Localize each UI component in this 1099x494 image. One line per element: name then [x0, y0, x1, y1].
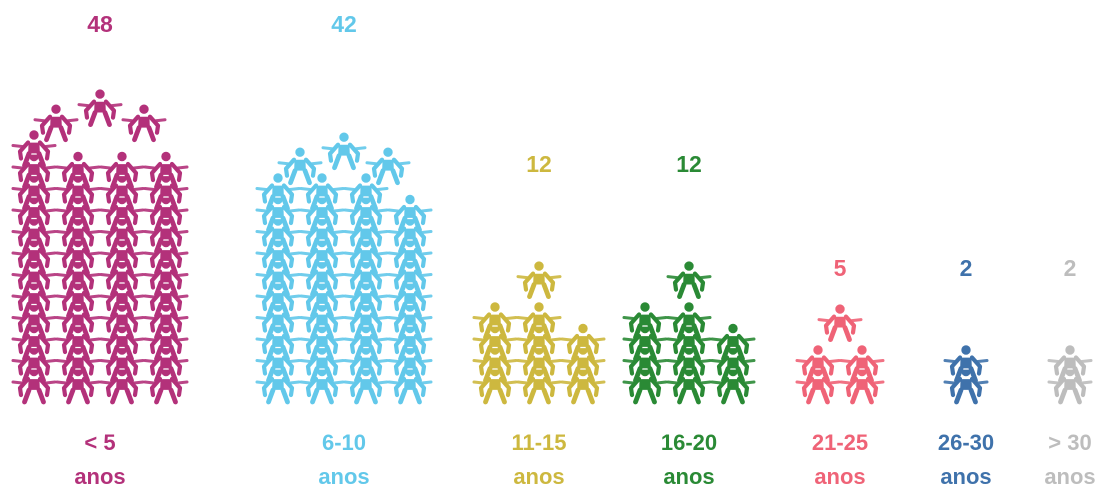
- figure-mark: [819, 304, 861, 340]
- category-range-label: 6-10: [322, 430, 366, 455]
- tower-group-2: 12 11-15 anos: [474, 151, 604, 489]
- category-unit-label: anos: [814, 464, 865, 489]
- category-range-label: 21-25: [812, 430, 868, 455]
- value-label: 12: [676, 151, 702, 177]
- figure-mark: [668, 261, 710, 297]
- value-label: 48: [87, 11, 113, 37]
- figure-mark: [35, 104, 77, 140]
- category-unit-label: anos: [940, 464, 991, 489]
- figure-mark: [79, 89, 121, 125]
- tower-group-3: 12 16-20 anos: [624, 151, 754, 489]
- value-label: 5: [834, 255, 847, 281]
- category-unit-label: anos: [513, 464, 564, 489]
- figure-mark: [123, 104, 165, 140]
- figure-mark: [518, 261, 560, 297]
- value-label: 2: [960, 255, 973, 281]
- category-unit-label: anos: [74, 464, 125, 489]
- category-range-label: 16-20: [661, 430, 717, 455]
- category-range-label: 26-30: [938, 430, 994, 455]
- tower-group-0: 48 < 5 anos: [13, 11, 187, 489]
- figure-mark: [367, 147, 409, 183]
- tower-group-6: 2 > 30 anos: [1044, 255, 1095, 489]
- figure-mark: [279, 147, 321, 183]
- category-range-label: > 30: [1048, 430, 1091, 455]
- category-range-label: < 5: [84, 430, 115, 455]
- figure-mark: [323, 132, 365, 168]
- value-label: 12: [526, 151, 552, 177]
- category-range-label: 11-15: [511, 430, 566, 455]
- value-label: 2: [1064, 255, 1077, 281]
- tower-group-4: 5 21-25 anos: [797, 255, 883, 489]
- category-unit-label: anos: [318, 464, 369, 489]
- category-unit-label: anos: [1044, 464, 1095, 489]
- category-unit-label: anos: [663, 464, 714, 489]
- value-label: 42: [331, 11, 357, 37]
- tower-group-1: 42 6-10 anos: [257, 11, 431, 489]
- tower-group-5: 2 26-30 anos: [938, 255, 994, 489]
